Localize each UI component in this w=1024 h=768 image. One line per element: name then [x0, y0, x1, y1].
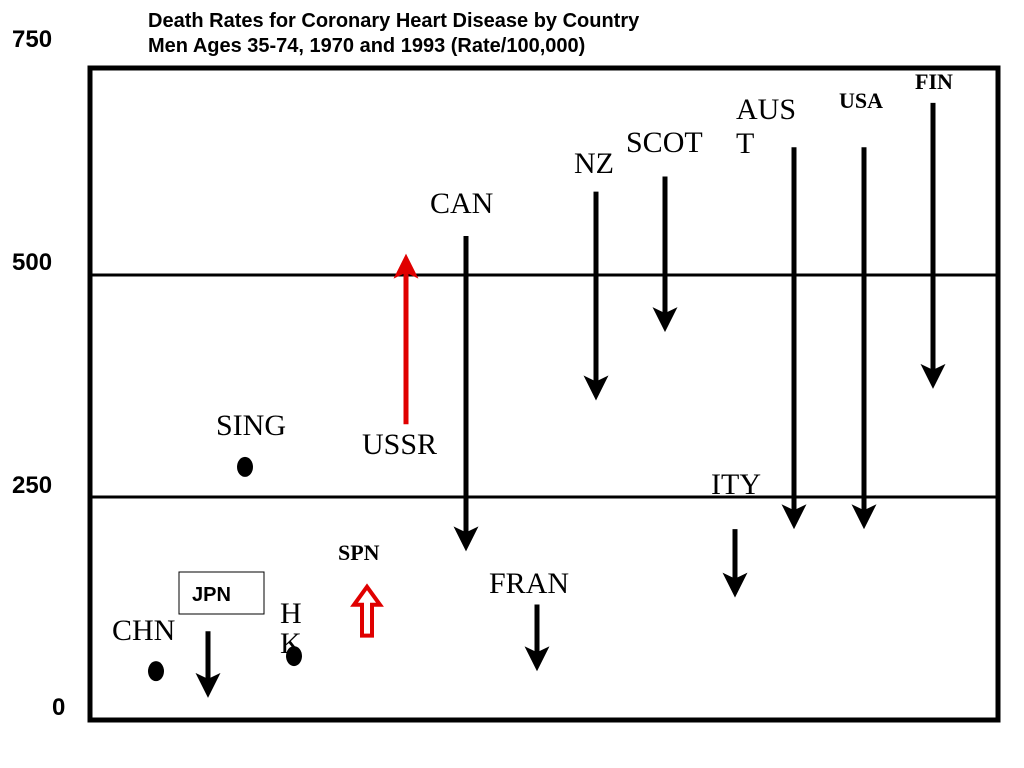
label-spn: SPN — [338, 540, 380, 565]
plot-frame — [87, 65, 1001, 723]
label-sing: SING — [216, 409, 286, 442]
chart-title-line-2: Men Ages 35-74, 1970 and 1993 (Rate/100,… — [148, 35, 586, 57]
label-hk-line-2: K — [280, 627, 302, 660]
y-tick-750: 750 — [12, 26, 52, 53]
label-hk-line-1: H — [280, 597, 302, 630]
dot-hk — [286, 646, 302, 667]
label-scot: SCOT — [626, 126, 703, 159]
country-marks — [148, 102, 946, 698]
label-box-jpn — [178, 571, 265, 615]
label-aust-line-1: AUS — [736, 93, 796, 126]
label-ity: ITY — [711, 468, 761, 501]
label-usa: USA — [839, 88, 883, 113]
label-fin: FIN — [915, 69, 953, 94]
label-ussr: USSR — [362, 428, 437, 461]
y-tick-500: 500 — [12, 249, 52, 276]
label-can: CAN — [430, 187, 493, 220]
label-chn: CHN — [112, 614, 175, 647]
dot-chn — [148, 661, 164, 682]
label-nz: NZ — [574, 147, 614, 180]
hollow-arrow-spn — [350, 583, 384, 638]
y-tick-0: 0 — [52, 694, 65, 721]
dot-sing — [237, 456, 253, 477]
chart-title-line-1: Death Rates for Coronary Heart Disease b… — [148, 10, 640, 32]
label-jpn: JPN — [192, 584, 231, 606]
label-fran: FRAN — [489, 567, 569, 600]
y-tick-250: 250 — [12, 472, 52, 499]
label-aust-line-2: T — [736, 127, 754, 160]
